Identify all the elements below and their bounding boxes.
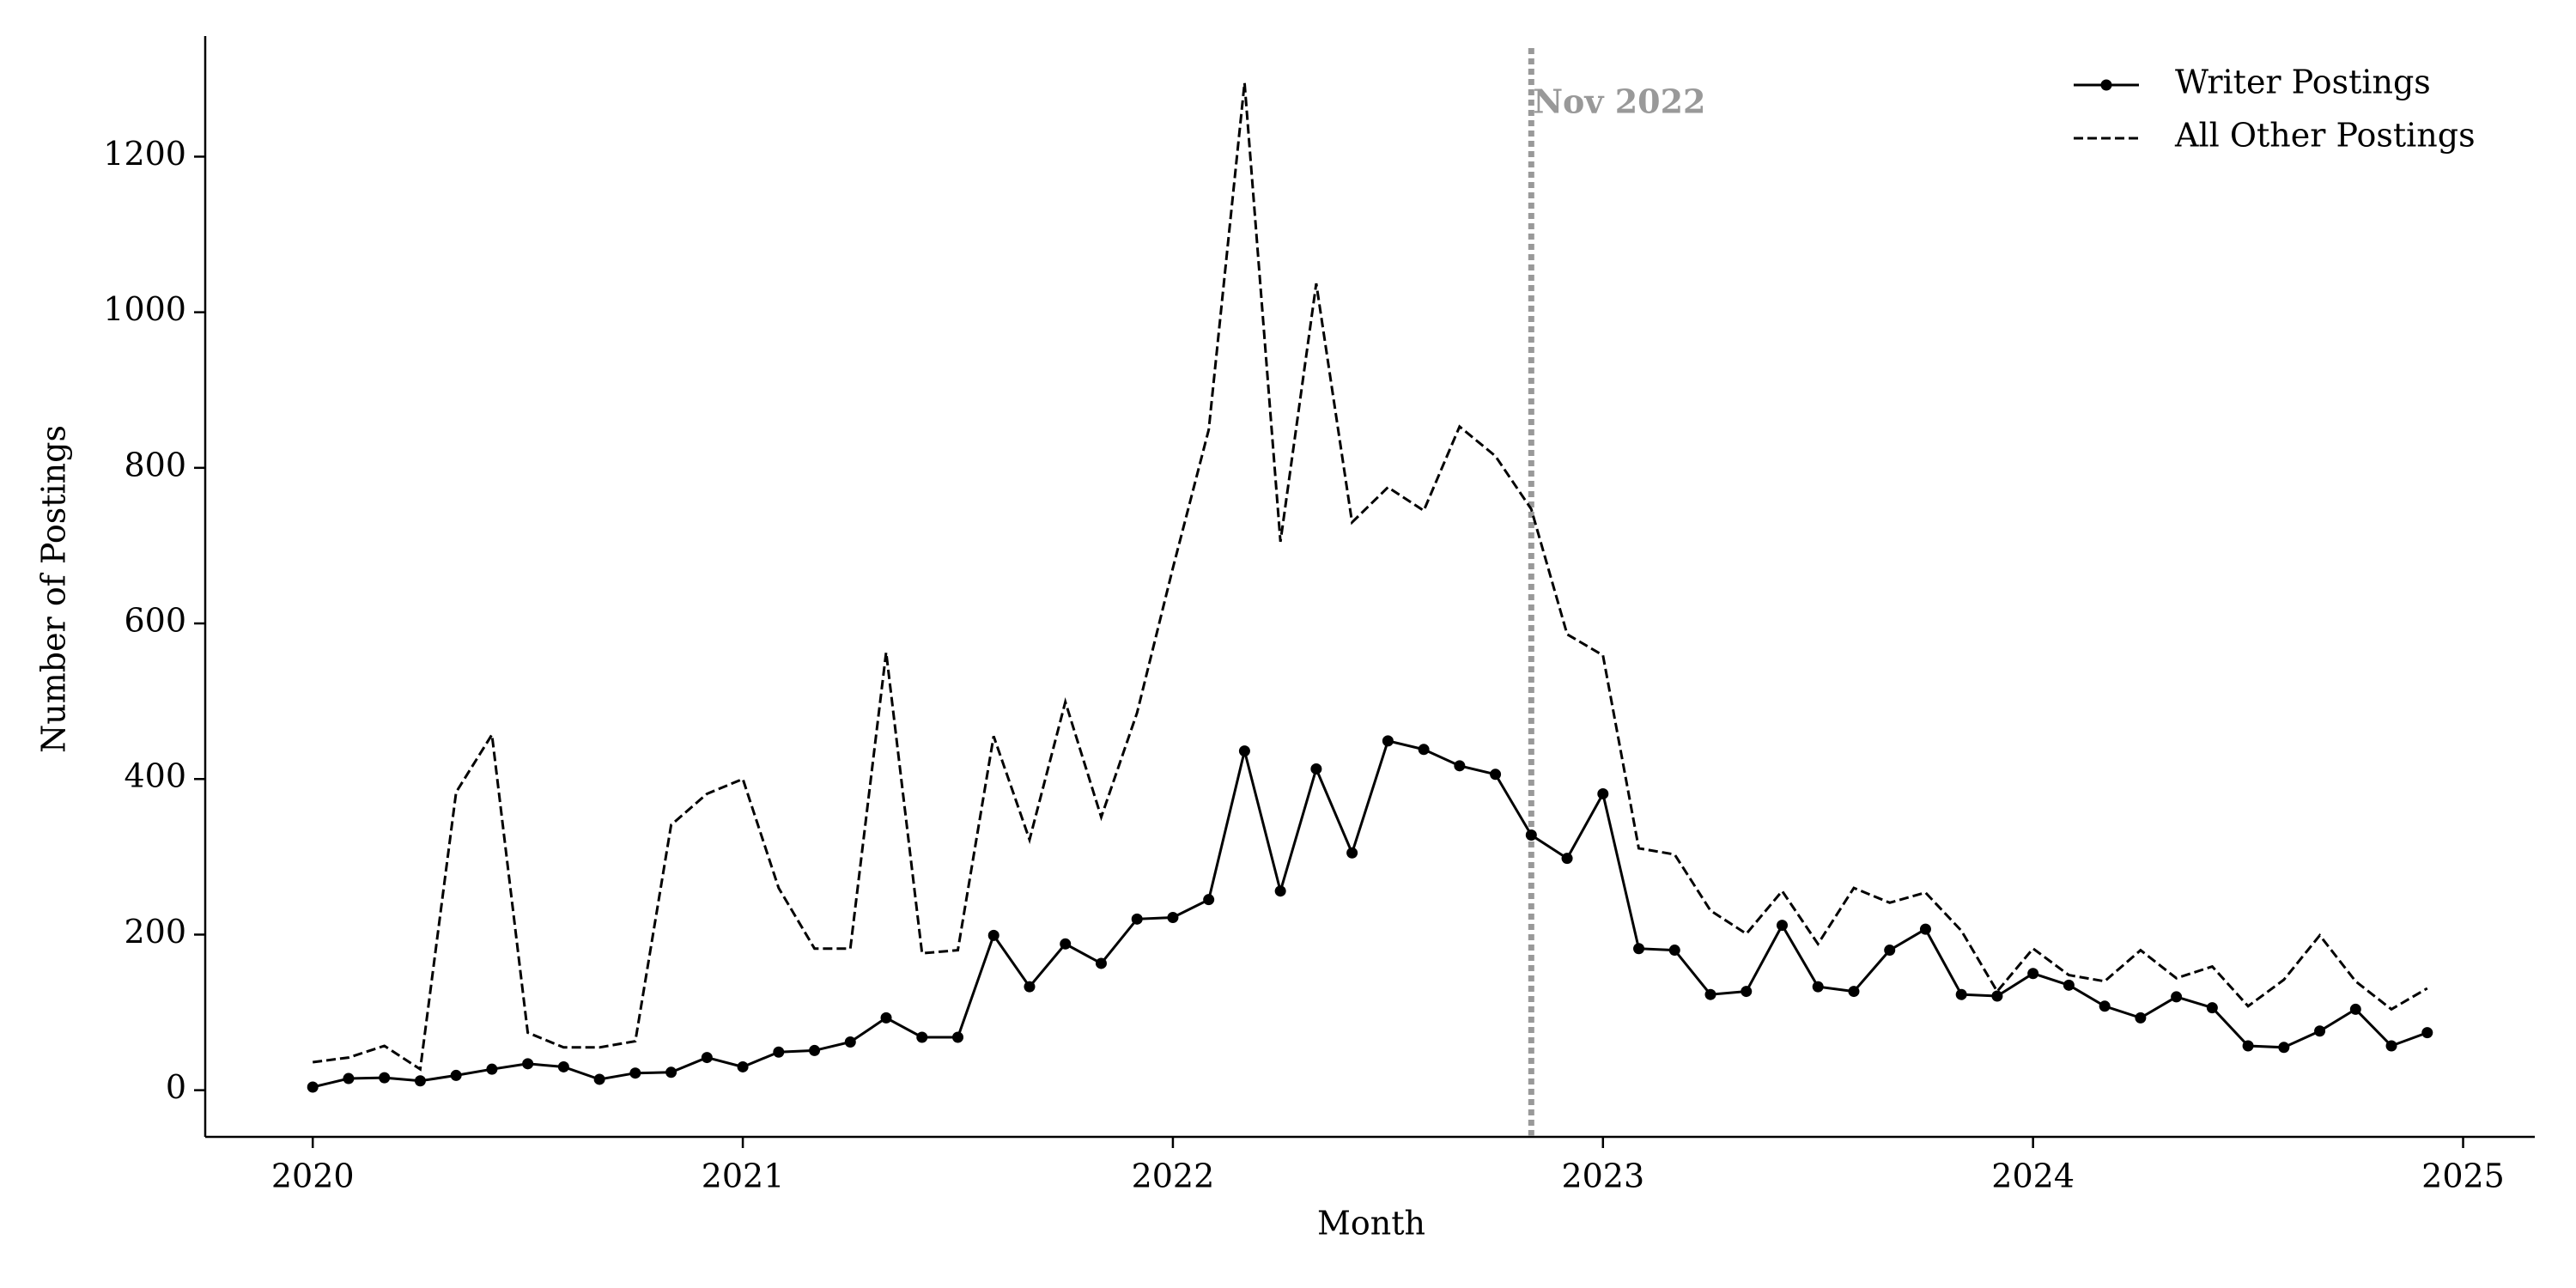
y-tick-label: 1200 <box>103 135 186 173</box>
data-point <box>1131 913 1143 925</box>
data-point <box>665 1066 677 1078</box>
y-tick-label: 200 <box>124 913 186 951</box>
data-point <box>557 1060 569 1072</box>
data-point <box>1346 847 1358 859</box>
data-point <box>952 1031 964 1043</box>
data-point <box>2099 1000 2111 1012</box>
annotation-text: Nov 2022 <box>1533 82 1705 121</box>
data-point <box>1668 945 1680 957</box>
data-point <box>1310 762 1322 775</box>
data-point <box>1812 981 1824 993</box>
x-tick-label: 2020 <box>271 1157 355 1195</box>
series-line <box>313 82 2428 1072</box>
data-point <box>1382 735 1394 747</box>
data-point <box>2385 1040 2397 1052</box>
data-point <box>343 1072 355 1084</box>
legend-label: Writer Postings <box>2175 64 2431 101</box>
data-point <box>1991 990 2003 1002</box>
x-tick-label: 2023 <box>1561 1157 1644 1195</box>
data-point <box>1024 981 1036 993</box>
data-point <box>1525 829 1537 841</box>
data-point <box>1848 986 1860 998</box>
x-tick-label: 2022 <box>1132 1157 1215 1195</box>
data-point <box>1633 943 1645 955</box>
data-point <box>1561 853 1573 865</box>
data-point <box>737 1060 749 1072</box>
data-point <box>2314 1025 2326 1037</box>
data-point <box>2171 991 2183 1003</box>
y-tick-label: 400 <box>124 757 186 795</box>
data-point <box>1060 938 1072 950</box>
data-point <box>1490 769 1502 781</box>
data-point <box>593 1073 605 1085</box>
data-point <box>1597 787 1609 799</box>
y-tick-label: 800 <box>124 446 186 483</box>
x-tick-label: 2021 <box>702 1157 785 1195</box>
data-point <box>1418 744 1430 756</box>
data-point <box>773 1046 785 1058</box>
data-point <box>2135 1012 2147 1024</box>
x-axis-label: Month <box>1317 1205 1425 1242</box>
data-point <box>486 1063 498 1075</box>
data-point <box>1274 885 1286 897</box>
data-point <box>379 1072 391 1084</box>
data-point <box>2242 1040 2254 1052</box>
data-point <box>1884 945 1896 957</box>
data-point <box>2278 1042 2290 1054</box>
data-point <box>1704 988 1716 1000</box>
data-point <box>880 1012 892 1024</box>
data-point <box>809 1044 821 1056</box>
data-point <box>1238 745 1250 757</box>
data-point <box>1955 988 1967 1000</box>
data-point <box>1741 986 1753 998</box>
data-point <box>522 1058 534 1070</box>
y-tick-label: 1000 <box>103 290 186 328</box>
data-point <box>987 929 999 941</box>
series-line <box>312 739 2428 1089</box>
y-tick-label: 0 <box>166 1068 186 1106</box>
data-point <box>2027 968 2039 980</box>
data-point <box>450 1069 462 1081</box>
data-point <box>307 1081 319 1093</box>
data-point <box>2063 979 2075 991</box>
data-point <box>629 1067 641 1079</box>
x-tick-label: 2025 <box>2421 1157 2505 1195</box>
x-tick-label: 2024 <box>1991 1157 2075 1195</box>
data-point <box>1454 760 1466 772</box>
data-point <box>1919 923 1931 935</box>
data-point <box>1167 912 1179 924</box>
data-point <box>1203 894 1215 906</box>
data-point <box>1776 920 1788 932</box>
legend-marker <box>2100 79 2112 91</box>
data-point <box>1095 957 1107 969</box>
data-point <box>701 1052 713 1064</box>
data-point <box>414 1075 426 1087</box>
legend-label: All Other Postings <box>2174 117 2476 155</box>
data-point <box>916 1031 928 1043</box>
y-axis-label: Number of Postings <box>35 425 73 753</box>
data-point <box>2206 1002 2218 1014</box>
data-point <box>2421 1027 2433 1039</box>
y-tick-label: 600 <box>124 602 186 640</box>
data-point <box>2349 1003 2361 1015</box>
data-point <box>844 1036 856 1048</box>
